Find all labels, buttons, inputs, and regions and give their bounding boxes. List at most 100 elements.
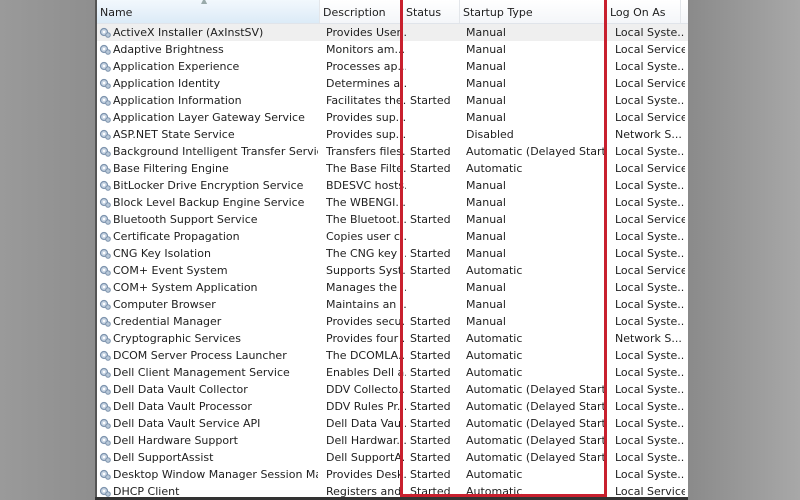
service-log-on-as: Local Syste...: [615, 230, 685, 243]
service-startup-type: Automatic: [466, 468, 523, 481]
service-log-on-as: Local Service: [615, 162, 685, 175]
table-row[interactable]: Bluetooth Support Service The Bluetoot...…: [97, 211, 688, 228]
service-description: Provides sup...: [326, 128, 406, 141]
service-log-on-as: Local Syste...: [615, 179, 685, 192]
table-row[interactable]: Cryptographic Services Provides four ... S…: [97, 330, 688, 347]
service-startup-type: Automatic: [466, 366, 523, 379]
service-log-on-as: Local Service: [615, 77, 685, 90]
service-startup-type: Manual: [466, 213, 506, 226]
table-row[interactable]: Dell Data Vault Service API Dell Data Vau…: [97, 415, 688, 432]
service-startup-type: Automatic (Delayed Start): [466, 417, 606, 430]
service-name: Credential Manager: [113, 315, 222, 328]
service-name: Background Intelligent Transfer Service: [113, 145, 318, 158]
column-header-status[interactable]: Status: [403, 0, 460, 23]
service-gear-icon: [99, 95, 111, 106]
service-startup-type: Automatic (Delayed Start): [466, 145, 606, 158]
service-description: Copies user c...: [326, 230, 406, 243]
table-row[interactable]: Application Identity Determines a... Manua…: [97, 75, 688, 92]
service-status: Started: [410, 468, 451, 481]
service-log-on-as: Local Syste...: [615, 60, 685, 73]
service-gear-icon: [99, 44, 111, 55]
service-name: COM+ System Application: [113, 281, 258, 294]
service-log-on-as: Local Service: [615, 111, 685, 124]
table-row[interactable]: Certificate Propagation Copies user c... M…: [97, 228, 688, 245]
service-log-on-as: Local Syste...: [615, 196, 685, 209]
table-row[interactable]: ActiveX Installer (AxInstSV) Provides Use…: [97, 24, 688, 41]
service-name: Application Layer Gateway Service: [113, 111, 305, 124]
service-name: Adaptive Brightness: [113, 43, 224, 56]
service-description: The DCOMLA...: [326, 349, 406, 362]
service-startup-type: Manual: [466, 60, 506, 73]
service-gear-icon: [99, 452, 111, 463]
service-startup-type: Manual: [466, 315, 506, 328]
column-header-description[interactable]: Description: [320, 0, 403, 23]
table-row[interactable]: Application Experience Processes ap... Man…: [97, 58, 688, 75]
table-row[interactable]: BitLocker Drive Encryption Service BDESVC…: [97, 177, 688, 194]
service-description: Provides Desk...: [326, 468, 406, 481]
service-startup-type: Manual: [466, 43, 506, 56]
table-row[interactable]: COM+ System Application Manages the ... Ma…: [97, 279, 688, 296]
service-gear-icon: [99, 282, 111, 293]
service-gear-icon: [99, 112, 111, 123]
column-header-name[interactable]: Name: [97, 0, 320, 23]
service-name: Computer Browser: [113, 298, 216, 311]
service-log-on-as: Network S...: [615, 128, 682, 141]
service-gear-icon: [99, 316, 111, 327]
table-row[interactable]: Background Intelligent Transfer Service T…: [97, 143, 688, 160]
service-description: Dell SupportA...: [326, 451, 406, 464]
table-row[interactable]: Dell SupportAssist Dell SupportA... Starte…: [97, 449, 688, 466]
table-row[interactable]: Dell Data Vault Collector DDV Collecto...…: [97, 381, 688, 398]
table-row[interactable]: Credential Manager Provides secu... Starte…: [97, 313, 688, 330]
table-row[interactable]: ASP.NET State Service Provides sup... Disa…: [97, 126, 688, 143]
column-header-startup-type[interactable]: Startup Type: [460, 0, 607, 23]
service-gear-icon: [99, 197, 111, 208]
column-header-log-on-as[interactable]: Log On As: [607, 0, 681, 23]
service-name: Dell SupportAssist: [113, 451, 214, 464]
service-description: Facilitates the...: [326, 94, 406, 107]
service-gear-icon: [99, 78, 111, 89]
service-startup-type: Manual: [466, 298, 506, 311]
service-description: Dell Data Vaul...: [326, 417, 406, 430]
service-description: Monitors am...: [326, 43, 405, 56]
service-startup-type: Manual: [466, 94, 506, 107]
service-name: Bluetooth Support Service: [113, 213, 258, 226]
service-name: Certificate Propagation: [113, 230, 240, 243]
table-row[interactable]: COM+ Event System Supports Syst... Started…: [97, 262, 688, 279]
service-name: Desktop Window Manager Session Mana...: [113, 468, 318, 481]
service-status: Started: [410, 400, 451, 413]
service-status: Started: [410, 145, 451, 158]
service-description: Provides User...: [326, 26, 406, 39]
table-row[interactable]: Dell Data Vault Processor DDV Rules Pr...…: [97, 398, 688, 415]
table-row[interactable]: Desktop Window Manager Session Mana... Pr…: [97, 466, 688, 483]
service-gear-icon: [99, 350, 111, 361]
table-row[interactable]: CNG Key Isolation The CNG key ... Started M…: [97, 245, 688, 262]
service-gear-icon: [99, 384, 111, 395]
service-name: ASP.NET State Service: [113, 128, 235, 141]
table-row[interactable]: Adaptive Brightness Monitors am... Manual L…: [97, 41, 688, 58]
service-gear-icon: [99, 418, 111, 429]
table-row[interactable]: Application Layer Gateway Service Provide…: [97, 109, 688, 126]
table-row[interactable]: DCOM Server Process Launcher The DCOMLA..…: [97, 347, 688, 364]
service-name: Application Information: [113, 94, 242, 107]
table-row[interactable]: Application Information Facilitates the..…: [97, 92, 688, 109]
service-startup-type: Automatic: [466, 349, 523, 362]
table-row[interactable]: Block Level Backup Engine Service The WBE…: [97, 194, 688, 211]
table-row[interactable]: Dell Hardware Support Dell Hardwar... Star…: [97, 432, 688, 449]
service-gear-icon: [99, 435, 111, 446]
table-row[interactable]: Computer Browser Maintains an ... Manual Lo…: [97, 296, 688, 313]
service-startup-type: Automatic (Delayed Start): [466, 400, 606, 413]
service-gear-icon: [99, 146, 111, 157]
table-row[interactable]: Dell Client Management Service Enables De…: [97, 364, 688, 381]
service-name: Application Experience: [113, 60, 240, 73]
service-log-on-as: Local Syste...: [615, 383, 685, 396]
service-startup-type: Manual: [466, 230, 506, 243]
service-startup-type: Manual: [466, 111, 506, 124]
service-log-on-as: Local Syste...: [615, 451, 685, 464]
service-startup-type: Manual: [466, 77, 506, 90]
service-description: Transfers files...: [326, 145, 406, 158]
service-startup-type: Automatic: [466, 264, 523, 277]
service-description: The Bluetoot...: [326, 213, 406, 226]
table-row[interactable]: Base Filtering Engine The Base Filte... St…: [97, 160, 688, 177]
service-log-on-as: Local Service: [615, 43, 685, 56]
service-startup-type: Automatic: [466, 332, 523, 345]
